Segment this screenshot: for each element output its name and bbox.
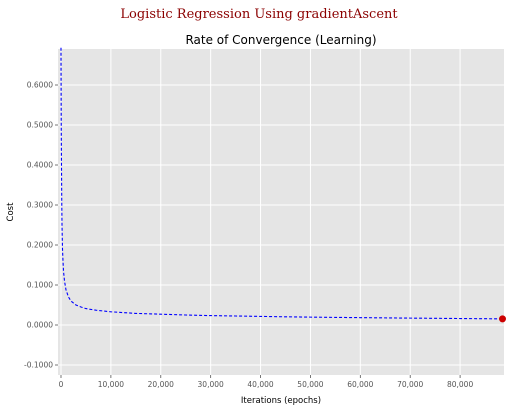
y-tick-label: 0.2000 <box>27 241 53 250</box>
chart-title: Rate of Convergence (Learning) <box>185 33 376 47</box>
x-tick-label: 80,000 <box>447 380 473 389</box>
y-tick-label: 0.4000 <box>27 161 53 170</box>
y-tick-label: -0.1000 <box>24 361 53 370</box>
x-axis-label: Iterations (epochs) <box>241 396 321 406</box>
x-tick-label: 10,000 <box>98 380 124 389</box>
y-axis-label: Cost <box>6 202 16 222</box>
grid-lines <box>58 49 504 375</box>
cost-series-line <box>60 47 503 320</box>
plot-background <box>58 49 504 375</box>
y-axis-ticks: -0.1000 0.0000 0.1000 0.2000 0.3000 0.4000 0.5… <box>24 81 58 370</box>
x-tick-label: 40,000 <box>247 380 273 389</box>
x-tick-label: 20,000 <box>148 380 174 389</box>
y-tick-label: 0.5000 <box>27 121 53 130</box>
x-tick-label: 70,000 <box>397 380 423 389</box>
y-tick-label: 0.6000 <box>27 81 53 90</box>
y-tick-label: 0.0000 <box>27 321 53 330</box>
x-tick-label: 30,000 <box>198 380 224 389</box>
y-tick-label: 0.3000 <box>27 201 53 210</box>
x-tick-label: 50,000 <box>297 380 323 389</box>
series-layer <box>60 47 507 323</box>
x-tick-label: 0 <box>59 380 64 389</box>
y-tick-label: 0.1000 <box>27 281 53 290</box>
final-cost-point <box>499 315 507 323</box>
x-axis-ticks: 0 10,000 20,000 30,000 40,000 50,000 60,000 70,… <box>59 375 473 389</box>
x-tick-label: 60,000 <box>347 380 373 389</box>
chart-suptitle: Logistic Regression Using gradientAscent <box>120 7 398 22</box>
